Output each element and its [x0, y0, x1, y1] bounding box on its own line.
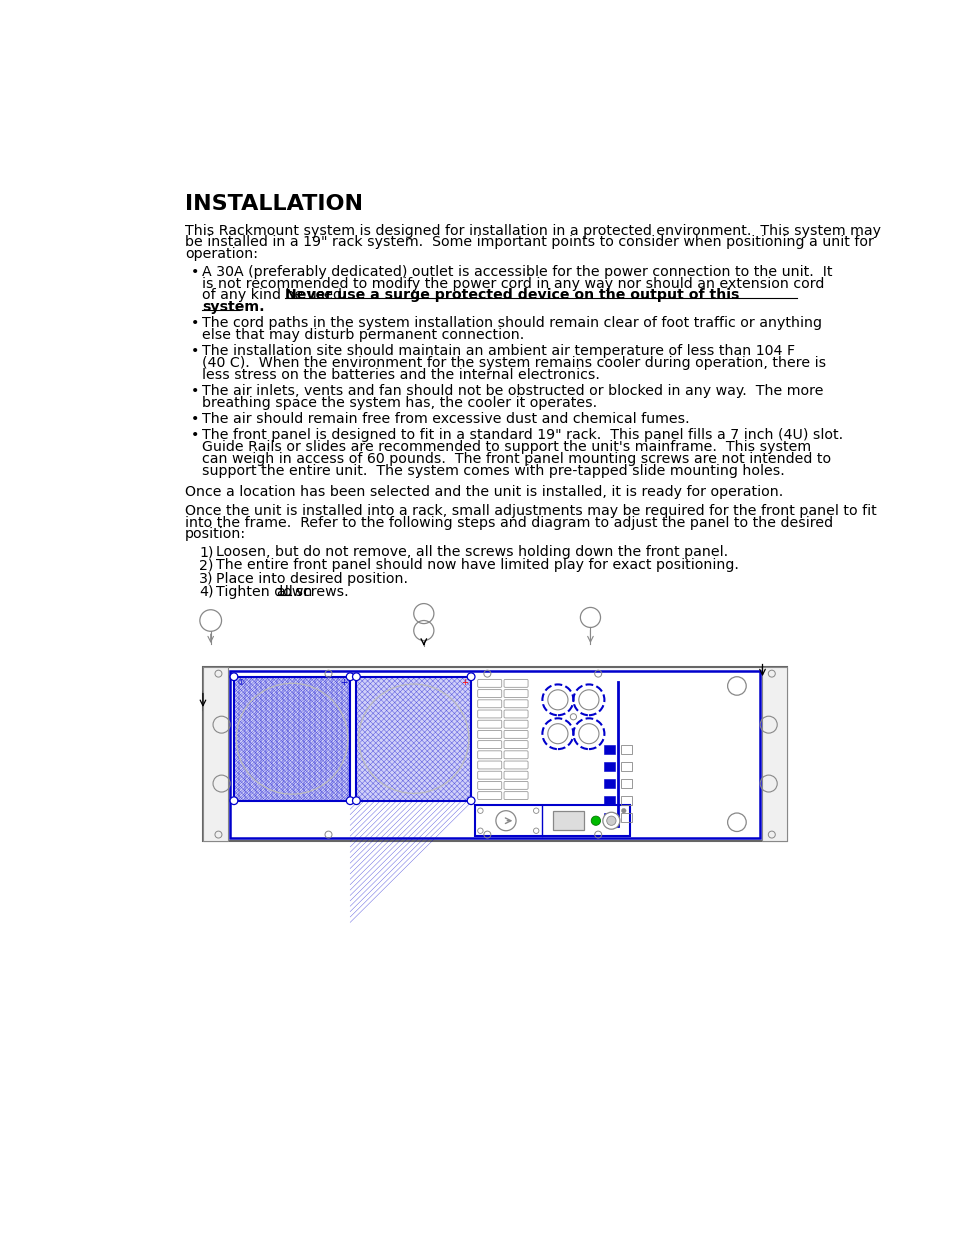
Text: Guide Rails or slides are recommended to support the unit's mainframe.  This sys: Guide Rails or slides are recommended to… — [202, 440, 810, 454]
Text: else that may disturb permanent connection.: else that may disturb permanent connecti… — [202, 329, 524, 342]
Bar — [604, 745, 615, 755]
Text: Tighten down: Tighten down — [216, 585, 316, 599]
Circle shape — [467, 673, 475, 680]
Text: 1): 1) — [199, 545, 213, 559]
Text: ①: ① — [236, 678, 244, 687]
Text: The front panel is designed to fit in a standard 19" rack.  This panel fills a 7: The front panel is designed to fit in a … — [202, 429, 842, 442]
Circle shape — [606, 816, 616, 825]
Text: into the frame.  Refer to the following steps and diagram to adjust the panel to: into the frame. Refer to the following s… — [185, 516, 832, 530]
Text: be installed in a 19" rack system.  Some important points to consider when posit: be installed in a 19" rack system. Some … — [185, 236, 873, 249]
Text: screws.: screws. — [291, 585, 349, 599]
Text: 2): 2) — [199, 558, 213, 573]
Text: •: • — [192, 412, 199, 426]
Bar — [620, 745, 632, 755]
Text: all: all — [276, 585, 293, 599]
Text: can weigh in access of 60 pounds.  The front panel mounting screws are not inten: can weigh in access of 60 pounds. The fr… — [202, 452, 830, 466]
Bar — [230, 671, 760, 837]
Bar — [203, 667, 786, 841]
Text: operation:: operation: — [185, 247, 258, 261]
Text: The air inlets, vents and fan should not be obstructed or blocked in any way.  T: The air inlets, vents and fan should not… — [202, 384, 822, 398]
Text: breathing space the system has, the cooler it operates.: breathing space the system has, the cool… — [202, 396, 597, 410]
Bar — [604, 797, 615, 805]
Bar — [604, 762, 615, 772]
Text: •: • — [192, 384, 199, 398]
Text: The cord paths in the system installation should remain clear of foot traffic or: The cord paths in the system installatio… — [202, 316, 821, 331]
Circle shape — [353, 797, 360, 804]
Text: is not recommended to modify the power cord in any way nor should an extension c: is not recommended to modify the power c… — [202, 277, 823, 290]
Circle shape — [591, 816, 599, 825]
Text: Place into desired position.: Place into desired position. — [216, 572, 408, 585]
Text: A 30A (preferably dedicated) outlet is accessible for the power connection to th: A 30A (preferably dedicated) outlet is a… — [202, 266, 832, 279]
Bar — [356, 677, 471, 800]
Bar — [553, 811, 583, 830]
Text: +: + — [340, 678, 347, 687]
Text: Once a location has been selected and the unit is installed, it is ready for ope: Once a location has been selected and th… — [185, 484, 782, 499]
Bar — [233, 677, 350, 800]
Text: position:: position: — [185, 527, 246, 541]
Bar — [475, 805, 629, 836]
Text: of any kind be used.: of any kind be used. — [202, 288, 355, 303]
Circle shape — [570, 714, 576, 720]
Bar — [620, 813, 632, 823]
Text: Never use a surge protected device on the output of this: Never use a surge protected device on th… — [285, 288, 739, 303]
Circle shape — [602, 813, 619, 829]
Text: The installation site should maintain an ambient air temperature of less than 10: The installation site should maintain an… — [202, 345, 795, 358]
Bar — [620, 779, 632, 788]
Text: less stress on the batteries and the internal electronics.: less stress on the batteries and the int… — [202, 368, 599, 382]
Circle shape — [353, 673, 360, 680]
Text: Once the unit is installed into a rack, small adjustments may be required for th: Once the unit is installed into a rack, … — [185, 504, 876, 517]
Circle shape — [346, 673, 354, 680]
Text: This Rackmount system is designed for installation in a protected environment.  : This Rackmount system is designed for in… — [185, 224, 881, 237]
Text: 3): 3) — [199, 572, 213, 585]
Text: 4): 4) — [199, 585, 213, 599]
Bar — [761, 667, 786, 841]
Text: (40 C).  When the environment for the system remains cooler during operation, th: (40 C). When the environment for the sys… — [202, 356, 825, 370]
Text: •: • — [192, 266, 199, 279]
Circle shape — [230, 673, 237, 680]
Circle shape — [620, 809, 625, 813]
Circle shape — [346, 797, 354, 804]
Bar — [604, 813, 615, 823]
Text: The air should remain free from excessive dust and chemical fumes.: The air should remain free from excessiv… — [202, 412, 689, 426]
Text: •: • — [192, 345, 199, 358]
Text: Loosen, but do not remove, all the screws holding down the front panel.: Loosen, but do not remove, all the screw… — [216, 545, 727, 559]
Circle shape — [496, 810, 516, 831]
Text: •: • — [192, 316, 199, 331]
Text: INSTALLATION: INSTALLATION — [185, 194, 363, 215]
Text: The entire front panel should now have limited play for exact positioning.: The entire front panel should now have l… — [216, 558, 739, 573]
Text: •: • — [192, 429, 199, 442]
Circle shape — [467, 797, 475, 804]
Circle shape — [230, 797, 237, 804]
Bar — [620, 797, 632, 805]
Bar — [620, 762, 632, 772]
Bar — [604, 779, 615, 788]
Bar — [203, 667, 228, 841]
Text: +: + — [460, 678, 468, 687]
Text: system.: system. — [202, 300, 265, 314]
Text: support the entire unit.  The system comes with pre-tapped slide mounting holes.: support the entire unit. The system come… — [202, 463, 784, 478]
